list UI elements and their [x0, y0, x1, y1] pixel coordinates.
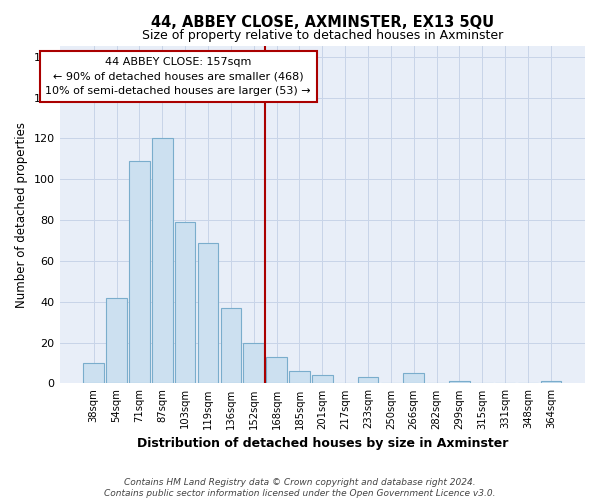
Bar — [175, 222, 196, 384]
Bar — [244, 342, 264, 384]
Bar — [358, 378, 378, 384]
X-axis label: Distribution of detached houses by size in Axminster: Distribution of detached houses by size … — [137, 437, 508, 450]
Bar — [403, 373, 424, 384]
Bar — [83, 363, 104, 384]
Title: 44, ABBEY CLOSE, AXMINSTER, EX13 5QU: 44, ABBEY CLOSE, AXMINSTER, EX13 5QU — [151, 15, 494, 30]
Bar — [106, 298, 127, 384]
Text: Size of property relative to detached houses in Axminster: Size of property relative to detached ho… — [142, 30, 503, 43]
Text: Contains HM Land Registry data © Crown copyright and database right 2024.
Contai: Contains HM Land Registry data © Crown c… — [104, 478, 496, 498]
Bar — [289, 371, 310, 384]
Bar — [449, 382, 470, 384]
Bar — [198, 242, 218, 384]
Bar — [312, 376, 332, 384]
Bar — [152, 138, 173, 384]
Bar — [541, 382, 561, 384]
Bar — [266, 357, 287, 384]
Bar — [129, 161, 150, 384]
Bar — [221, 308, 241, 384]
Text: 44 ABBEY CLOSE: 157sqm
← 90% of detached houses are smaller (468)
10% of semi-de: 44 ABBEY CLOSE: 157sqm ← 90% of detached… — [46, 56, 311, 96]
Y-axis label: Number of detached properties: Number of detached properties — [15, 122, 28, 308]
